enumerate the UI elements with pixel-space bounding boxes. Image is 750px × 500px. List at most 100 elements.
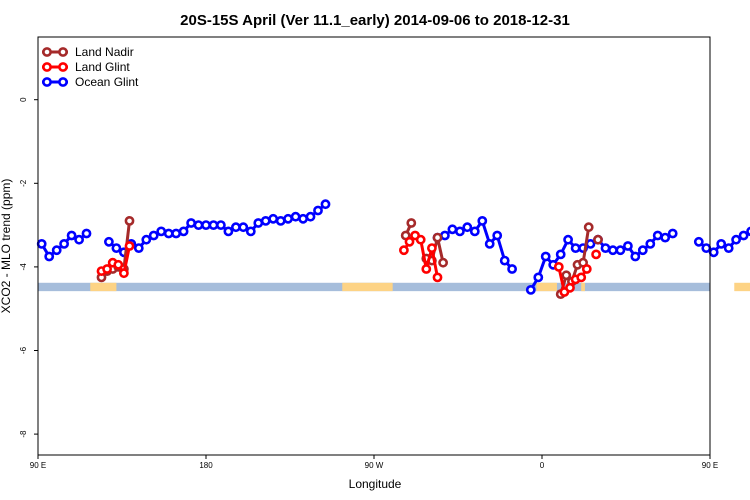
land-nadir-point [406, 218, 417, 228]
land-band [734, 282, 750, 292]
land-band [90, 282, 117, 292]
legend-label: Land Glint [75, 60, 130, 74]
legend-swatch-marker [58, 47, 68, 57]
ocean-glint-point [305, 211, 316, 222]
land-nadir-point [432, 232, 443, 243]
ocean-glint-point [201, 220, 211, 230]
land-glint-point [421, 264, 432, 274]
legend-swatch-marker [42, 62, 52, 72]
ocean-glint-point [66, 230, 77, 241]
ocean-glint-point [563, 234, 573, 245]
ocean-glint-point [499, 255, 510, 266]
ocean-glint-point [645, 238, 656, 249]
ocean-glint-point [652, 230, 663, 241]
land-glint-point [426, 243, 437, 253]
ocean-glint-point [469, 226, 480, 237]
ocean-glint-point [533, 272, 544, 283]
ocean-glint-point [701, 243, 712, 253]
land-glint-point [565, 282, 575, 293]
ocean-glint-point [731, 234, 741, 245]
ocean-glint-point [260, 215, 271, 226]
y-tick-label: -6 [19, 346, 28, 354]
legend-swatch-marker [58, 62, 68, 72]
plot-background [38, 282, 750, 292]
ocean-glint-point [290, 211, 301, 222]
ocean-glint-point [693, 236, 704, 247]
ocean-glint-point [555, 249, 566, 260]
ocean-glint-point [320, 199, 331, 210]
ocean-glint-point [156, 226, 167, 237]
y-tick-label: 0 [19, 97, 28, 102]
ocean-glint-point [178, 226, 189, 237]
land-glint-point [415, 234, 426, 245]
legend-swatch-marker [42, 47, 52, 57]
land-glint-point [553, 261, 564, 272]
land-glint-point [113, 259, 124, 270]
series-ocean-glint [36, 199, 750, 295]
x-tick-label: 0 [540, 461, 545, 470]
y-tick-label: -4 [19, 263, 28, 271]
legend-label: Land Nadir [75, 45, 134, 59]
ocean-glint-point [477, 215, 488, 226]
ocean-glint-point [36, 238, 47, 249]
land-glint-point [398, 245, 409, 256]
legend-item-land-nadir: Land Nadir [42, 45, 134, 59]
ocean-glint-point [148, 230, 159, 241]
ocean-glint-point [193, 220, 204, 230]
land-band [581, 282, 585, 292]
land-glint-point [102, 264, 112, 274]
ocean-glint-point [462, 222, 473, 233]
series-land-glint [96, 230, 601, 297]
ocean-glint-point [141, 234, 152, 245]
y-axis: 0 -2 -4 -6 -8 [19, 97, 38, 438]
x-tick-label: 90 W [365, 461, 384, 470]
land-glint-point [119, 268, 129, 279]
ocean-glint-point [608, 245, 618, 256]
ocean-glint-point [492, 230, 503, 241]
legend-label: Ocean Glint [75, 75, 139, 89]
ocean-glint-point [44, 251, 55, 262]
land-nadir-point [561, 270, 572, 281]
ocean-glint-point [738, 230, 749, 241]
x-tick-label: 180 [199, 461, 213, 470]
ocean-glint-point [708, 247, 719, 258]
x-tick-label: 90 E [702, 461, 718, 470]
series-layer [36, 199, 750, 299]
ocean-glint-point [223, 226, 234, 237]
ocean-glint-point [74, 234, 84, 245]
y-tick-label: -8 [19, 430, 28, 438]
land-glint-point [432, 272, 443, 283]
ocean-glint-point [133, 243, 144, 253]
ocean-glint-point [268, 213, 279, 224]
land-nadir-point [438, 257, 448, 268]
ocean-glint-point [51, 245, 62, 256]
ocean-glint-point [660, 232, 671, 243]
ocean-glint-point [104, 236, 114, 247]
y-tick-label: -2 [19, 179, 28, 187]
land-band [536, 282, 557, 292]
ocean-glint-point [540, 251, 551, 262]
ocean-glint-point [667, 228, 678, 239]
ocean-glint-point [716, 238, 727, 249]
ocean-glint-point [171, 228, 181, 239]
land-glint-point [591, 249, 601, 260]
ocean-glint-point [630, 251, 641, 262]
legend-item-ocean-glint: Ocean Glint [42, 75, 139, 89]
ocean-glint-point [245, 226, 256, 237]
ocean-glint-point [447, 224, 458, 235]
ocean-glint-point [637, 245, 648, 256]
ocean-glint-point [59, 238, 69, 249]
y-axis-label: XCO2 - MLO trend (ppm) [0, 179, 13, 314]
ocean-glint-point [507, 264, 517, 274]
land-nadir-point [593, 234, 603, 245]
land-glint-point [581, 264, 592, 274]
ocean-glint-point [111, 243, 122, 253]
land-glint-point [124, 241, 135, 251]
x-tick-label: 90 E [30, 461, 46, 470]
land-glint-point [404, 236, 415, 247]
x-axis: 90 E 180 90 W 0 90 E [30, 455, 718, 470]
land-band [342, 282, 393, 292]
ocean-glint-point [238, 222, 249, 233]
